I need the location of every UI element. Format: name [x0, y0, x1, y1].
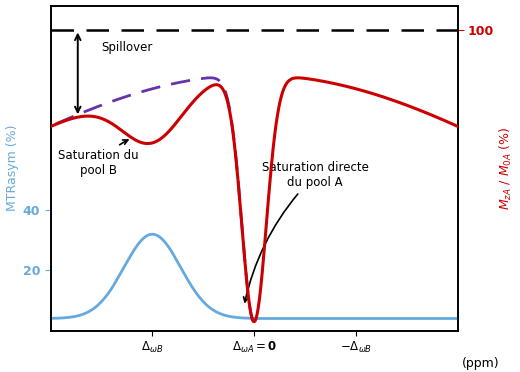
Text: Saturation du
pool B: Saturation du pool B [58, 140, 138, 177]
Text: Saturation directe
du pool A: Saturation directe du pool A [243, 161, 369, 302]
Y-axis label: MTRasym (%): MTRasym (%) [6, 125, 19, 211]
Text: (ppm): (ppm) [462, 356, 499, 369]
Y-axis label: $M_{zA}\ /\ M_{0A}\ (\%)$: $M_{zA}\ /\ M_{0A}\ (\%)$ [498, 126, 514, 210]
Text: Spillover: Spillover [101, 41, 153, 54]
